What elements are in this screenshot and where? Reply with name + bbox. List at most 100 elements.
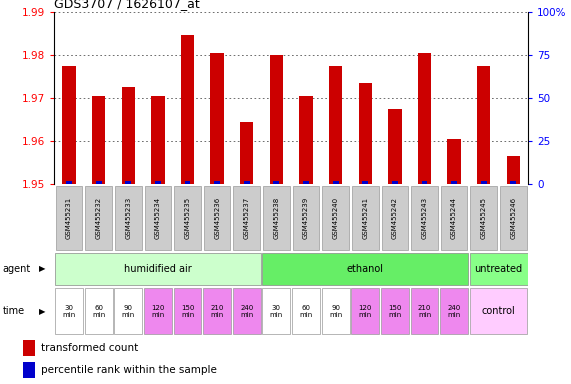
Text: GDS3707 / 1626107_at: GDS3707 / 1626107_at <box>54 0 200 10</box>
Bar <box>506 156 520 184</box>
Text: GSM455243: GSM455243 <box>421 197 428 239</box>
Bar <box>23 341 35 356</box>
Text: GSM455244: GSM455244 <box>451 197 457 239</box>
FancyBboxPatch shape <box>234 186 260 250</box>
Bar <box>270 55 283 184</box>
Bar <box>388 109 401 184</box>
Text: 150
min: 150 min <box>181 305 194 318</box>
Text: GSM455245: GSM455245 <box>481 197 486 239</box>
Text: 210
min: 210 min <box>418 305 431 318</box>
FancyBboxPatch shape <box>204 186 231 250</box>
Bar <box>155 181 161 184</box>
Bar <box>23 362 35 378</box>
Text: 90
min: 90 min <box>122 305 135 318</box>
Text: ▶: ▶ <box>39 306 46 316</box>
Bar <box>303 181 309 184</box>
FancyBboxPatch shape <box>263 288 290 334</box>
FancyBboxPatch shape <box>321 288 349 334</box>
Bar <box>477 66 490 184</box>
Bar <box>184 181 191 184</box>
Text: 150
min: 150 min <box>388 305 401 318</box>
FancyBboxPatch shape <box>262 253 468 285</box>
Text: time: time <box>3 306 25 316</box>
Text: GSM455242: GSM455242 <box>392 197 398 239</box>
Text: GSM455236: GSM455236 <box>214 197 220 239</box>
FancyBboxPatch shape <box>203 288 231 334</box>
Text: untreated: untreated <box>475 264 522 274</box>
Bar <box>181 35 194 184</box>
Bar <box>274 181 279 184</box>
Text: GSM455246: GSM455246 <box>510 197 516 239</box>
FancyBboxPatch shape <box>55 253 261 285</box>
Bar <box>359 83 372 184</box>
Bar <box>244 181 250 184</box>
FancyBboxPatch shape <box>322 186 349 250</box>
Bar <box>421 181 428 184</box>
Text: GSM455239: GSM455239 <box>303 197 309 239</box>
Bar <box>392 181 398 184</box>
FancyBboxPatch shape <box>351 288 379 334</box>
Text: ▶: ▶ <box>39 264 46 273</box>
Bar <box>126 181 131 184</box>
FancyBboxPatch shape <box>233 288 261 334</box>
Text: 60
min: 60 min <box>299 305 313 318</box>
Text: GSM455240: GSM455240 <box>333 197 339 239</box>
FancyBboxPatch shape <box>174 288 202 334</box>
Text: 90
min: 90 min <box>329 305 342 318</box>
Text: GSM455241: GSM455241 <box>362 197 368 239</box>
Text: 240
min: 240 min <box>240 305 254 318</box>
FancyBboxPatch shape <box>85 288 112 334</box>
Text: transformed count: transformed count <box>41 343 138 353</box>
Text: GSM455233: GSM455233 <box>125 197 131 239</box>
Text: GSM455237: GSM455237 <box>244 197 250 239</box>
Text: 240
min: 240 min <box>448 305 461 318</box>
Text: 210
min: 210 min <box>211 305 224 318</box>
FancyBboxPatch shape <box>411 288 439 334</box>
Text: 120
min: 120 min <box>359 305 372 318</box>
Bar <box>363 181 368 184</box>
Text: GSM455235: GSM455235 <box>184 197 191 239</box>
FancyBboxPatch shape <box>441 186 468 250</box>
Text: GSM455232: GSM455232 <box>96 197 102 239</box>
FancyBboxPatch shape <box>85 186 112 250</box>
FancyBboxPatch shape <box>55 288 83 334</box>
Text: agent: agent <box>3 264 31 274</box>
Bar <box>211 53 224 184</box>
Bar <box>448 139 461 184</box>
FancyBboxPatch shape <box>114 288 142 334</box>
Bar <box>214 181 220 184</box>
Text: 30
min: 30 min <box>62 305 76 318</box>
Bar <box>151 96 164 184</box>
Text: humidified air: humidified air <box>124 264 192 274</box>
Bar <box>418 53 431 184</box>
FancyBboxPatch shape <box>411 186 438 250</box>
FancyBboxPatch shape <box>56 186 82 250</box>
Bar <box>96 181 102 184</box>
Bar <box>240 122 254 184</box>
FancyBboxPatch shape <box>293 186 319 250</box>
Text: ethanol: ethanol <box>347 264 384 274</box>
Text: percentile rank within the sample: percentile rank within the sample <box>41 366 217 376</box>
Text: 120
min: 120 min <box>151 305 164 318</box>
FancyBboxPatch shape <box>115 186 142 250</box>
Bar <box>122 87 135 184</box>
Bar <box>510 181 516 184</box>
Bar <box>329 66 342 184</box>
Bar <box>299 96 313 184</box>
Text: control: control <box>482 306 516 316</box>
FancyBboxPatch shape <box>174 186 201 250</box>
Bar <box>481 181 486 184</box>
FancyBboxPatch shape <box>144 186 171 250</box>
Bar <box>92 96 105 184</box>
FancyBboxPatch shape <box>381 186 408 250</box>
Bar <box>62 66 76 184</box>
FancyBboxPatch shape <box>381 288 409 334</box>
Text: 30
min: 30 min <box>270 305 283 318</box>
Bar <box>66 181 72 184</box>
FancyBboxPatch shape <box>469 253 528 285</box>
Bar <box>333 181 339 184</box>
Text: GSM455234: GSM455234 <box>155 197 161 239</box>
Text: 60
min: 60 min <box>92 305 105 318</box>
FancyBboxPatch shape <box>471 186 497 250</box>
Text: GSM455238: GSM455238 <box>274 197 279 239</box>
